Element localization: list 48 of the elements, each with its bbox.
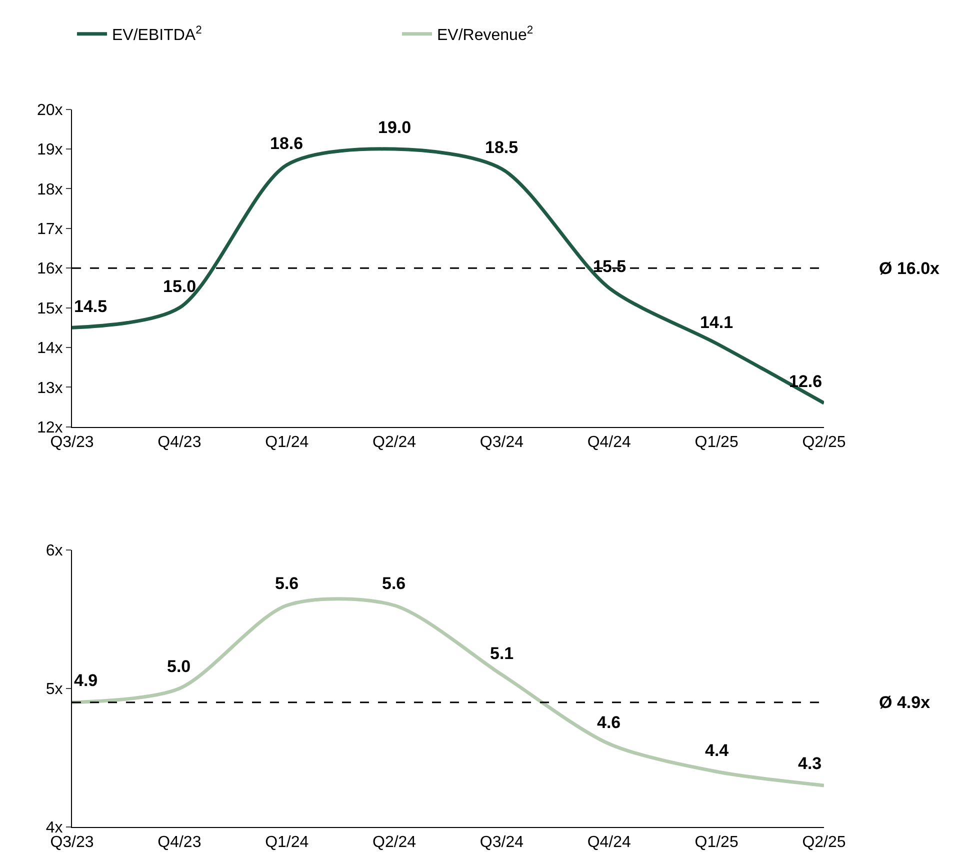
- x-tick-label: Q2/25: [802, 434, 846, 452]
- x-tick-label: Q2/25: [802, 834, 846, 852]
- y-tick-label: 6x: [46, 542, 63, 560]
- data-label: 5.0: [167, 657, 191, 676]
- data-label: 15.5: [593, 257, 626, 276]
- x-tick-label: Q3/24: [480, 434, 524, 452]
- y-tick-label: 15x: [37, 300, 63, 318]
- ref-line-label: Ø 4.9x: [879, 693, 931, 712]
- x-tick-label: Q4/24: [587, 434, 632, 452]
- ref-line-label: Ø 16.0x: [879, 259, 940, 278]
- data-label: 19.0: [378, 118, 412, 137]
- y-tick-label: 5x: [46, 681, 63, 698]
- x-tick-label: Q1/25: [694, 434, 738, 452]
- x-tick-label: Q1/24: [265, 434, 309, 452]
- y-tick-label: 13x: [37, 380, 63, 397]
- data-label: 14.1: [700, 313, 734, 332]
- x-tick-label: Q2/24: [372, 434, 416, 452]
- y-tick-label: 14x: [37, 340, 63, 358]
- data-label: 5.6: [382, 574, 406, 593]
- x-tick-label: Q4/24: [587, 834, 632, 852]
- legend-label: EV/Revenue$^{2}$: [437, 24, 534, 44]
- data-label: 4.3: [798, 754, 822, 773]
- data-label: 5.1: [490, 644, 514, 663]
- x-tick-label: Q2/24: [372, 834, 416, 852]
- y-tick-label: 12x: [37, 419, 63, 436]
- data-label: 5.6: [275, 574, 299, 593]
- y-tick-label: 16x: [37, 260, 63, 278]
- y-tick-label: 20x: [37, 102, 63, 119]
- data-label: 4.9: [74, 671, 98, 690]
- data-label: 4.4: [705, 741, 730, 760]
- x-tick-label: Q3/23: [50, 834, 94, 852]
- legend-label: EV/EBITDA$^{2}$: [112, 24, 202, 44]
- x-tick-label: Q4/23: [158, 834, 202, 852]
- x-tick-label: Q3/24: [480, 834, 524, 852]
- data-label: 14.5: [74, 297, 108, 316]
- x-tick-label: Q4/23: [158, 434, 202, 452]
- data-label: 18.6: [270, 134, 304, 153]
- x-tick-label: Q1/24: [265, 834, 309, 852]
- y-tick-label: 18x: [37, 181, 63, 198]
- y-tick-label: 4x: [46, 820, 63, 837]
- data-label: 12.6: [789, 372, 822, 391]
- y-tick-label: 17x: [37, 221, 63, 238]
- y-tick-label: 19x: [37, 142, 63, 159]
- x-tick-label: Q1/25: [694, 834, 738, 852]
- x-tick-label: Q3/23: [50, 434, 94, 452]
- data-label: 4.6: [597, 713, 621, 732]
- data-label: 18.5: [485, 138, 518, 157]
- data-label: 15.0: [163, 277, 196, 296]
